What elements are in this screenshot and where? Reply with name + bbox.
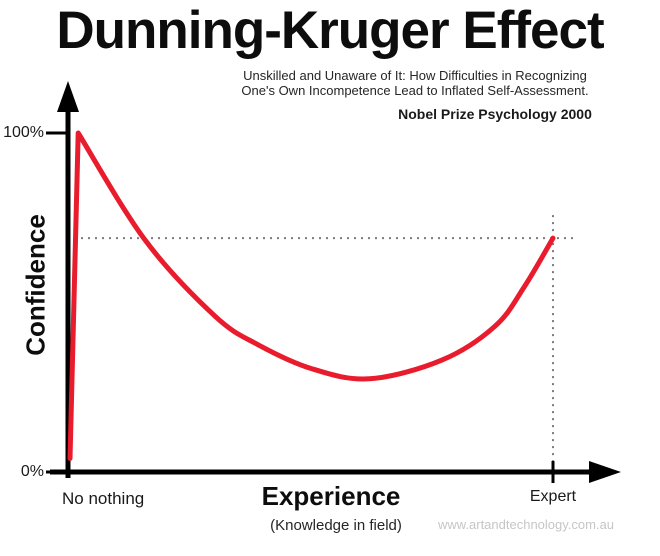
watermark-text: www.artandtechnology.com.au [437, 517, 615, 532]
chart-title: Dunning-Kruger Effect [56, 1, 604, 60]
chart-subtitle: Unskilled and Unaware of It: How Difficu… [225, 68, 605, 98]
confidence-curve [67, 130, 556, 461]
chart-subtitle-line-1: Unskilled and Unaware of It: How Difficu… [243, 68, 587, 83]
chart-subtitle-line-2: One's Own Incompetence Lead to Inflated … [241, 82, 589, 98]
y-axis-title: Confidence [20, 214, 51, 356]
x-tick-no-nothing-label: No nothing [62, 489, 145, 508]
x-axis-subtitle: (Knowledge in field) [270, 517, 402, 534]
y-axis-arrowhead-icon [57, 81, 79, 112]
x-axis-arrowhead-icon [589, 461, 621, 483]
x-tick-expert-label: Expert [529, 488, 577, 505]
attribution-text: Nobel Prize Psychology 2000 [398, 106, 592, 122]
x-axis-title: Experience [261, 481, 401, 511]
y-tick-100-label: 100% [3, 124, 44, 141]
y-tick-0-label: 0% [20, 463, 44, 480]
